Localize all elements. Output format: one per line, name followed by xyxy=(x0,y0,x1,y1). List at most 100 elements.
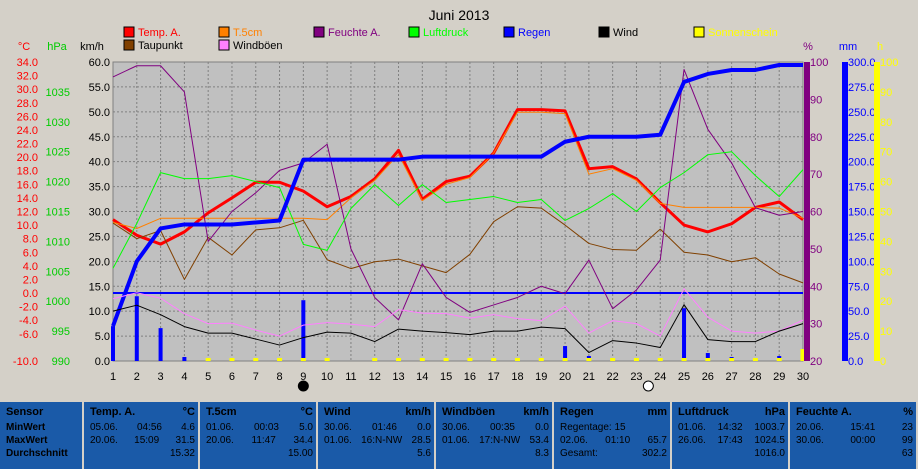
stat-title: Feuchte A. xyxy=(796,406,852,418)
y-tick-label-kmh: 20.0 xyxy=(89,256,110,268)
y-tick-label-kmh: 10.0 xyxy=(89,306,110,318)
legend-label: Windböen xyxy=(233,40,283,52)
legend-swatch xyxy=(123,26,135,38)
stat-avg-value: 302.2 xyxy=(641,448,667,459)
y-tick-label-kmh: 15.0 xyxy=(89,281,110,293)
stat-cell: 5.0 xyxy=(299,422,313,433)
legend-label: Taupunkt xyxy=(138,40,183,52)
stat-title: Wind xyxy=(324,406,351,418)
x-tick-label: 7 xyxy=(253,371,259,383)
x-tick-label: 19 xyxy=(535,371,547,383)
x-tick-label: 22 xyxy=(607,371,619,383)
stat-avg-row: 8.3 xyxy=(442,447,549,460)
y-tick-label-mm: 150.0 xyxy=(848,207,876,219)
stat-avg-value: 15.00 xyxy=(287,448,313,459)
x-tick-label: 9 xyxy=(300,371,306,383)
bar-sonnenschein xyxy=(229,358,235,361)
y-tick-label-kmh: 60.0 xyxy=(89,57,110,69)
series-line-taupunkt xyxy=(112,206,804,284)
y-tick-label-hpa: 1020 xyxy=(46,177,70,189)
stat-cell: 28.5 xyxy=(411,435,431,446)
stat-cell: 04:56 xyxy=(136,422,162,433)
stat-cell: 30.06. xyxy=(324,422,352,433)
legend-label: Luftdruck xyxy=(423,27,469,39)
stat-title: Temp. A. xyxy=(90,406,136,418)
x-tick-label: 15 xyxy=(440,371,452,383)
x-tick-label: 29 xyxy=(773,371,785,383)
bar-sonnenschein xyxy=(419,358,425,361)
stat-cell: 65.7 xyxy=(647,435,667,446)
x-tick-label: 28 xyxy=(749,371,761,383)
y-tick-label-celsius: 0.0 xyxy=(23,288,38,300)
series-line-windb-en xyxy=(112,288,804,337)
stat-cell: 17:N-NW xyxy=(479,435,521,446)
bar-sonnenschein xyxy=(396,358,402,361)
y-tick-label-mm: 50.0 xyxy=(848,306,869,318)
y-tick-label-hpa: 995 xyxy=(52,326,70,338)
stat-cell: 17:43 xyxy=(717,435,743,446)
y-tick-label-celsius: -10.0 xyxy=(13,356,38,368)
y-tick-label-mm: 275.0 xyxy=(848,82,876,94)
stat-cell: 20.06. xyxy=(90,435,118,446)
y-tick-label-celsius: 16.0 xyxy=(17,179,38,191)
chart-legend: Temp. A. T.5cm Feuchte A. Luftdruck Regen Win… xyxy=(123,26,778,52)
stat-unit: mm xyxy=(647,406,667,418)
stat-cell: 01.06. xyxy=(324,435,352,446)
x-tick-label: 18 xyxy=(511,371,523,383)
stat-header: Luftdruck hPa xyxy=(678,406,785,421)
stat-header: Wind km/h xyxy=(324,406,431,421)
stat-avg-row: 15.32 xyxy=(90,447,195,460)
y-tick-label-kmh: 25.0 xyxy=(89,231,110,243)
stat-cell: 30.06. xyxy=(796,435,824,446)
stat-cell: 23 xyxy=(901,422,913,433)
legend-label: Regen xyxy=(518,27,550,39)
y-tick-label-mm: 25.0 xyxy=(848,331,869,343)
y-tick-label-mm: 250.0 xyxy=(848,107,876,119)
y-tick-label-percent: 100 xyxy=(810,57,828,69)
bar-sonnenschein xyxy=(443,358,449,361)
bar-regen xyxy=(705,353,710,361)
y-tick-label-celsius: 24.0 xyxy=(17,125,38,137)
y-tick-label-hpa: 1000 xyxy=(46,296,70,308)
bar-sonnenschein xyxy=(205,358,211,361)
moon-phase-new xyxy=(297,380,309,392)
y-tick-label-kmh: 45.0 xyxy=(89,132,110,144)
series-line-wind xyxy=(112,304,804,354)
sensor-header: Sensor xyxy=(6,406,44,418)
bar-regen xyxy=(111,326,115,361)
stat-cell: 4.6 xyxy=(181,422,195,433)
y-tick-label-celsius: -2.0 xyxy=(19,302,38,314)
legend-swatch xyxy=(313,26,325,38)
y-tick-label-percent: 70 xyxy=(810,169,822,181)
y-tick-label-percent: 20 xyxy=(810,356,822,368)
y-tick-label-celsius: 4.0 xyxy=(23,261,38,273)
y-tick-label-kmh: 40.0 xyxy=(89,157,110,169)
stat-column-regen: Regen mm Regentage: 15 02.06. 01:10 65.7 Gesam… xyxy=(554,402,672,469)
bar-sonnenschein xyxy=(657,358,663,361)
y-tick-label-h: 100 xyxy=(880,57,898,69)
stat-column-luftdruck: Luftdruck hPa 01.06. 14:32 1003.7 26.06. 17:43… xyxy=(672,402,790,469)
y-tick-label-celsius: 14.0 xyxy=(17,193,38,205)
bar-regen xyxy=(158,328,163,361)
bar-regen xyxy=(301,300,306,361)
stat-unit: km/h xyxy=(405,406,431,418)
y-tick-label-h: 0 xyxy=(880,356,886,368)
stat-min-row: 30.06. 00:35 0.0 xyxy=(442,421,549,434)
y-tick-label-mm: 125.0 xyxy=(848,231,876,243)
sensor-column: Sensor MinWert MaxWert Durchschnitt xyxy=(0,402,84,469)
y-tick-label-percent: 90 xyxy=(810,94,822,106)
y-tick-label-h: 30 xyxy=(880,266,892,278)
stat-column-t-5cm: T.5cm °C 01.06. 00:03 5.0 20.06. 11:47 34.4 15.0… xyxy=(200,402,318,469)
bar-sonnenschein xyxy=(800,349,806,361)
stat-cell: 01.06. xyxy=(442,435,470,446)
plot-area xyxy=(111,61,806,392)
stat-cell: 31.5 xyxy=(175,435,195,446)
y-tick-label-celsius: -6.0 xyxy=(19,329,38,341)
x-tick-label: 16 xyxy=(464,371,476,383)
y-tick-label-celsius: 34.0 xyxy=(17,57,38,69)
y-tick-label-celsius: 6.0 xyxy=(23,247,38,259)
y-tick-label-hpa: 1030 xyxy=(46,117,70,129)
stat-cell: 30.06. xyxy=(442,422,470,433)
bar-sonnenschein xyxy=(586,358,592,361)
stat-header: Temp. A. °C xyxy=(90,406,195,421)
